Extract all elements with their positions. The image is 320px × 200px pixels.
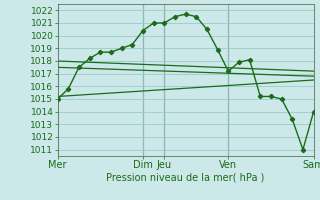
- X-axis label: Pression niveau de la mer( hPa ): Pression niveau de la mer( hPa ): [107, 173, 265, 183]
